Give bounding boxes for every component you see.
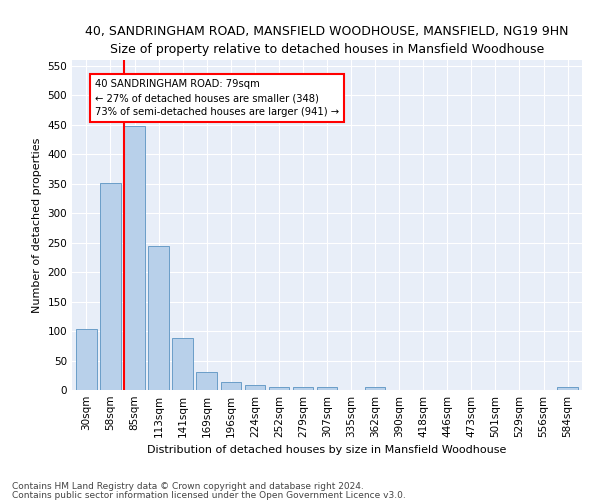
Bar bbox=[365, 387, 385, 390]
Bar bbox=[124, 126, 145, 390]
Y-axis label: Number of detached properties: Number of detached properties bbox=[32, 138, 42, 312]
Bar bbox=[148, 246, 169, 390]
Bar bbox=[293, 387, 313, 390]
Bar bbox=[100, 182, 121, 390]
Title: 40, SANDRINGHAM ROAD, MANSFIELD WOODHOUSE, MANSFIELD, NG19 9HN
Size of property : 40, SANDRINGHAM ROAD, MANSFIELD WOODHOUS… bbox=[85, 25, 569, 56]
Bar bbox=[269, 387, 289, 390]
Text: Contains HM Land Registry data © Crown copyright and database right 2024.: Contains HM Land Registry data © Crown c… bbox=[12, 482, 364, 491]
Bar bbox=[245, 384, 265, 390]
X-axis label: Distribution of detached houses by size in Mansfield Woodhouse: Distribution of detached houses by size … bbox=[148, 446, 506, 456]
Bar bbox=[196, 372, 217, 390]
Text: Contains public sector information licensed under the Open Government Licence v3: Contains public sector information licen… bbox=[12, 490, 406, 500]
Bar bbox=[317, 387, 337, 390]
Bar bbox=[221, 382, 241, 390]
Bar bbox=[557, 387, 578, 390]
Bar bbox=[76, 330, 97, 390]
Text: 40 SANDRINGHAM ROAD: 79sqm
← 27% of detached houses are smaller (348)
73% of sem: 40 SANDRINGHAM ROAD: 79sqm ← 27% of deta… bbox=[95, 80, 339, 118]
Bar bbox=[172, 338, 193, 390]
